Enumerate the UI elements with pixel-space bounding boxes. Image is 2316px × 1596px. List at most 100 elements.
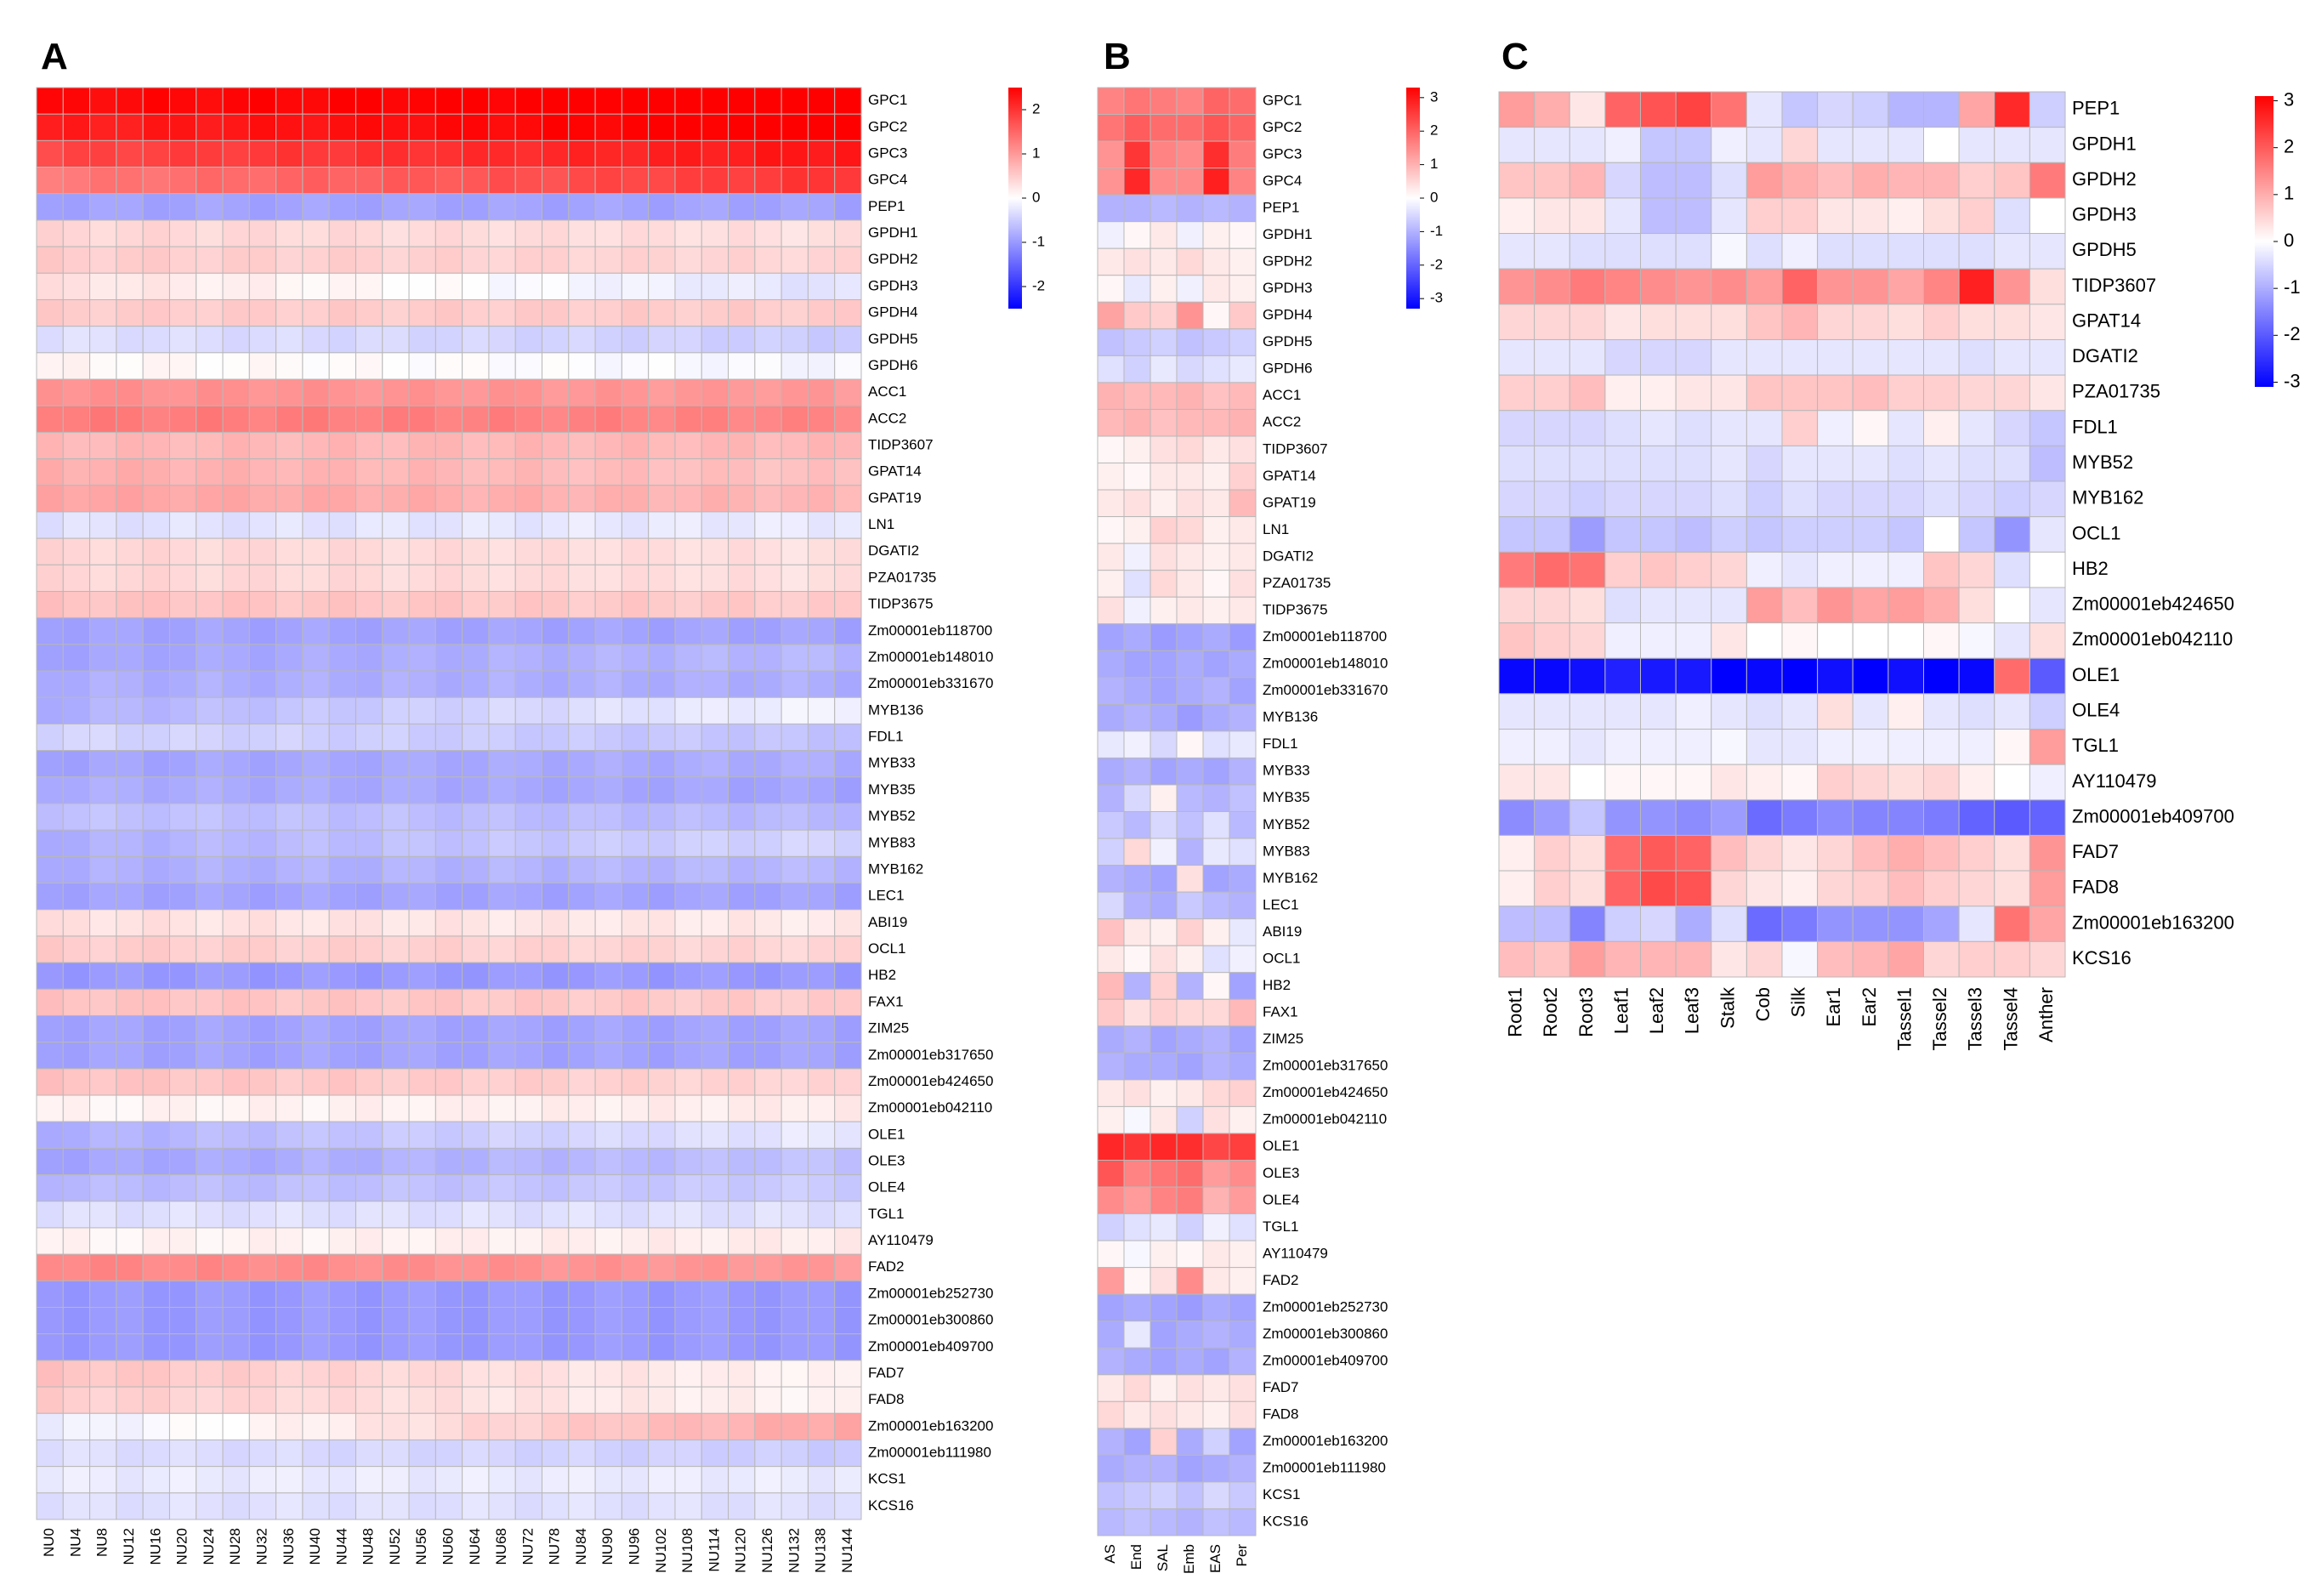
- heatmap-cell: [1852, 480, 1889, 518]
- heatmap-cell: [1994, 587, 2030, 624]
- heatmap-cell: [701, 1174, 729, 1202]
- column-label: NU126: [759, 1528, 775, 1573]
- heatmap-cell: [728, 1412, 756, 1440]
- heatmap-cell: [302, 670, 330, 698]
- heatmap-cell: [1711, 729, 1747, 765]
- heatmap-cell: [754, 1174, 782, 1202]
- heatmap-cell: [89, 883, 117, 911]
- heatmap-cell: [1123, 730, 1151, 758]
- heatmap-cell: [514, 246, 543, 274]
- heatmap-cell: [36, 988, 64, 1016]
- heatmap-cell: [488, 591, 516, 619]
- heatmap-cell: [807, 298, 836, 327]
- heatmap-cell: [568, 1386, 596, 1414]
- heatmap-cell: [1640, 445, 1677, 482]
- heatmap-cell: [781, 696, 809, 724]
- heatmap-cell: [701, 378, 729, 406]
- heatmap-cell: [1640, 410, 1677, 446]
- heatmap-cell: [1817, 906, 1853, 942]
- heatmap-cell: [807, 405, 836, 433]
- heatmap-cell: [302, 246, 330, 274]
- heatmap-cell: [89, 962, 117, 990]
- heatmap-cell: [594, 431, 622, 460]
- heatmap-cell: [1675, 587, 1712, 624]
- heatmap-cell: [1711, 940, 1747, 978]
- heatmap-cell: [62, 326, 91, 354]
- heatmap-cell: [302, 935, 330, 963]
- heatmap-cell: [1229, 811, 1257, 839]
- heatmap-cell: [1852, 622, 1889, 659]
- heatmap-cell: [1149, 945, 1178, 974]
- heatmap-cell: [196, 139, 224, 168]
- heatmap-cell: [302, 272, 330, 300]
- heatmap-cell: [568, 1014, 596, 1043]
- heatmap-cell: [781, 1014, 809, 1043]
- heatmap-cell: [754, 1466, 782, 1494]
- heatmap-cell: [222, 1253, 250, 1281]
- heatmap-cell: [1958, 480, 1995, 518]
- heatmap-cell: [222, 696, 250, 724]
- heatmap-cell: [222, 1439, 250, 1468]
- heatmap-cell: [168, 962, 197, 990]
- heatmap-cell: [834, 1042, 862, 1070]
- heatmap-cell: [807, 1042, 836, 1070]
- heatmap-cell: [1149, 918, 1178, 946]
- heatmap-cell: [434, 1360, 463, 1388]
- heatmap-cell: [1746, 162, 1783, 199]
- heatmap-cell: [462, 935, 490, 963]
- heatmap-cell: [89, 219, 117, 247]
- heatmap-cell: [168, 750, 197, 778]
- heatmap-cell: [568, 113, 596, 141]
- heatmap-cell: [514, 511, 543, 539]
- heatmap-cell: [1123, 811, 1151, 839]
- heatmap-cell: [275, 1094, 304, 1122]
- heatmap-cell: [382, 458, 410, 486]
- row-label: Zm00001eb424650: [1263, 1084, 1388, 1100]
- heatmap-cell: [1176, 1079, 1204, 1107]
- heatmap-cell: [514, 1333, 543, 1361]
- heatmap-cell: [1923, 622, 1960, 659]
- heatmap-cell: [196, 776, 224, 804]
- heatmap-cell: [1176, 435, 1204, 464]
- heatmap-cell: [488, 139, 516, 168]
- heatmap-cell: [728, 723, 756, 752]
- heatmap-cell: [542, 405, 570, 433]
- heatmap-cell: [807, 352, 836, 380]
- heatmap-cell: [1123, 221, 1151, 249]
- row-label: Zm00001eb042110: [1263, 1111, 1387, 1127]
- heatmap-cell: [514, 750, 543, 778]
- legend-tick-label: 0: [2284, 230, 2294, 251]
- heatmap-cell: [302, 1492, 330, 1520]
- heatmap-cell: [275, 1147, 304, 1176]
- heatmap-cell: [62, 1227, 91, 1255]
- row-label: ABI19: [1263, 923, 1302, 940]
- heatmap-cell: [1498, 268, 1535, 305]
- heatmap-cell: [36, 219, 64, 247]
- heatmap-cell: [594, 750, 622, 778]
- heatmap-cell: [222, 591, 250, 619]
- heatmap-cell: [116, 670, 144, 698]
- heatmap-cell: [1149, 1213, 1178, 1241]
- heatmap-cell: [275, 352, 304, 380]
- heatmap-cell: [1534, 268, 1570, 305]
- heatmap-cell: [62, 696, 91, 724]
- heatmap-cell: [1202, 408, 1230, 437]
- row-label: AY110479: [868, 1232, 934, 1248]
- heatmap-cell: [542, 1094, 570, 1122]
- heatmap-cell: [1994, 162, 2030, 199]
- heatmap-cell: [1498, 410, 1535, 446]
- heatmap-cell: [728, 1466, 756, 1494]
- heatmap-cell: [328, 219, 356, 247]
- heatmap-cell: [142, 272, 170, 300]
- heatmap-cell: [568, 1412, 596, 1440]
- heatmap-cell: [142, 431, 170, 460]
- heatmap-cell: [434, 1386, 463, 1414]
- heatmap-cell: [62, 1094, 91, 1122]
- heatmap-cell: [834, 1360, 862, 1388]
- heatmap-cell: [1149, 1428, 1178, 1456]
- heatmap-cell: [542, 803, 570, 831]
- heatmap-cell: [728, 617, 756, 645]
- heatmap-cell: [36, 298, 64, 327]
- heatmap-cell: [248, 1280, 277, 1309]
- heatmap-cell: [594, 909, 622, 937]
